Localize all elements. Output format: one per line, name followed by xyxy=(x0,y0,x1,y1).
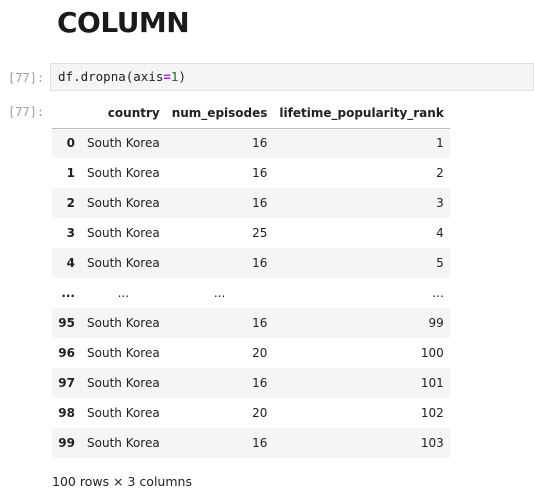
table-row: 99 South Korea 16 103 xyxy=(52,428,450,458)
cell-num-episodes: 20 xyxy=(252,406,268,420)
index-header xyxy=(52,98,81,129)
row-index: 97 xyxy=(58,376,75,390)
header-row: country num_episodes lifetime_popularity… xyxy=(52,98,450,129)
column-header-country: country xyxy=(81,98,166,129)
table-row-ellipsis: ... ... ... ... xyxy=(52,278,450,308)
markdown-heading: COLUMN xyxy=(57,6,190,39)
code-token-number: 1 xyxy=(170,69,179,84)
dataframe-shape-text: 100 rows × 3 columns xyxy=(52,474,192,489)
cell-country: South Korea xyxy=(87,346,160,360)
table-row: 0 South Korea 16 1 xyxy=(52,128,450,158)
cell-country: South Korea xyxy=(87,166,160,180)
row-index: 98 xyxy=(58,406,75,420)
cell-num-episodes: 16 xyxy=(252,136,268,151)
cell-popularity-rank: 1 xyxy=(436,136,444,151)
cell-country: South Korea xyxy=(87,226,160,240)
cell-num-episodes: 20 xyxy=(252,346,268,360)
column-header-num-episodes: num_episodes xyxy=(165,98,274,129)
cell-country: South Korea xyxy=(87,436,160,450)
output-prompt: [77]: xyxy=(8,105,45,119)
table-row: 3 South Korea 25 4 xyxy=(52,218,450,248)
cell-num-episodes: ... xyxy=(213,286,226,300)
cell-country: South Korea xyxy=(87,406,160,420)
row-index: 4 xyxy=(66,256,75,270)
row-index: 3 xyxy=(66,226,75,240)
table-row: 96 South Korea 20 100 xyxy=(52,338,450,368)
cell-country: South Korea xyxy=(87,316,160,330)
cell-popularity-rank: 103 xyxy=(420,436,444,450)
table-row: 1 South Korea 16 2 xyxy=(52,158,450,188)
cell-popularity-rank: 2 xyxy=(436,166,444,180)
table-row: 4 South Korea 16 5 xyxy=(52,248,450,278)
column-header-lifetime-popularity-rank: lifetime_popularity_rank xyxy=(273,98,450,129)
row-index: 1 xyxy=(66,166,75,180)
dataframe-table: country num_episodes lifetime_popularity… xyxy=(52,98,450,458)
cell-popularity-rank: 99 xyxy=(428,316,444,330)
dataframe-body: 0 South Korea 16 1 1 South Korea 16 2 2 … xyxy=(52,128,450,458)
code-token-close-paren: ) xyxy=(178,69,186,84)
cell-country: ... xyxy=(117,286,130,300)
cell-num-episodes: 16 xyxy=(252,376,268,390)
cell-popularity-rank: 4 xyxy=(436,226,444,240)
cell-country: South Korea xyxy=(87,376,160,390)
cell-country: South Korea xyxy=(87,256,160,270)
table-row: 98 South Korea 20 102 xyxy=(52,398,450,428)
code-token-object: df xyxy=(58,69,74,84)
cell-country: South Korea xyxy=(87,136,160,151)
cell-popularity-rank: 101 xyxy=(420,376,444,390)
cell-num-episodes: 25 xyxy=(252,226,268,240)
cell-num-episodes: 16 xyxy=(252,436,268,450)
cell-popularity-rank: 100 xyxy=(420,346,444,360)
code-token-dot: . xyxy=(73,69,81,84)
code-token-equals: = xyxy=(163,69,171,84)
cell-num-episodes: 16 xyxy=(252,166,268,180)
cell-popularity-rank: ... xyxy=(432,286,444,300)
cell-popularity-rank: 3 xyxy=(436,196,444,210)
code-token-keyword-arg: axis xyxy=(133,69,164,84)
table-row: 97 South Korea 16 101 xyxy=(52,368,450,398)
row-index: ... xyxy=(61,286,75,300)
code-token-method: dropna xyxy=(80,69,126,84)
cell-country: South Korea xyxy=(87,196,160,210)
dataframe-header: country num_episodes lifetime_popularity… xyxy=(52,98,450,129)
cell-popularity-rank: 102 xyxy=(420,406,444,420)
row-index: 0 xyxy=(66,136,75,151)
code-token-open-paren: ( xyxy=(125,69,134,84)
cell-popularity-rank: 5 xyxy=(436,256,444,270)
cell-num-episodes: 16 xyxy=(252,256,268,270)
cell-num-episodes: 16 xyxy=(252,316,268,330)
code-input-cell[interactable]: df.dropna(axis=1) xyxy=(50,63,534,91)
row-index: 99 xyxy=(58,436,75,450)
table-row: 95 South Korea 16 99 xyxy=(52,308,450,338)
row-index: 2 xyxy=(66,196,75,210)
row-index: 95 xyxy=(58,316,75,330)
table-row: 2 South Korea 16 3 xyxy=(52,188,450,218)
row-index: 96 xyxy=(58,346,75,360)
input-prompt: [77]: xyxy=(8,71,45,85)
cell-num-episodes: 16 xyxy=(252,196,268,210)
